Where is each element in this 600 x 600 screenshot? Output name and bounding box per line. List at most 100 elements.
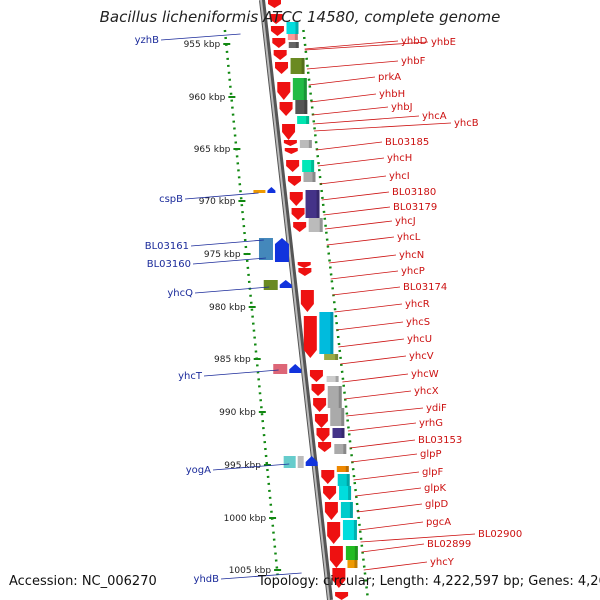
gene-block bbox=[288, 42, 299, 48]
gene-block bbox=[340, 502, 353, 518]
ruler-inner bbox=[223, 29, 279, 576]
gene-label: yhcI bbox=[389, 171, 410, 182]
label-connector bbox=[361, 543, 425, 553]
gene-block bbox=[299, 140, 312, 148]
label-connector bbox=[351, 453, 418, 463]
gene-arrow-forward bbox=[272, 38, 286, 48]
gene-label: yhcN bbox=[399, 250, 424, 261]
tick-label: 975 kbp bbox=[204, 250, 241, 260]
gene-block-shade bbox=[303, 78, 307, 100]
gene-label: yhcS bbox=[406, 317, 430, 328]
gene-block bbox=[319, 312, 334, 354]
gene-label: glpK bbox=[424, 483, 446, 494]
gene-block-shade bbox=[353, 520, 357, 540]
label-connector bbox=[190, 239, 264, 247]
label-connector bbox=[308, 76, 376, 86]
gene-label: ydiF bbox=[426, 403, 447, 414]
label-connector bbox=[313, 115, 420, 125]
label-connector bbox=[342, 373, 409, 383]
label-connector bbox=[313, 122, 452, 132]
backbone-highlight bbox=[260, 0, 330, 600]
gene-block-shade bbox=[341, 428, 345, 438]
gene-arrow-reverse bbox=[274, 238, 289, 262]
gene-arrow-forward bbox=[298, 268, 312, 276]
gene-label: yhcB bbox=[454, 118, 479, 129]
gene-block-shade bbox=[295, 42, 299, 48]
label-connector bbox=[212, 463, 290, 471]
label-connector bbox=[326, 236, 395, 246]
tick-label: 995 kbp bbox=[224, 461, 261, 471]
gene-block bbox=[305, 190, 320, 218]
label-connector bbox=[317, 157, 385, 167]
label-connector bbox=[332, 286, 401, 296]
gene-arrow-reverse bbox=[289, 364, 302, 373]
gene-label: cspB bbox=[159, 194, 183, 205]
gene-block bbox=[287, 34, 298, 40]
gene-block-shade bbox=[341, 408, 345, 426]
label-connector bbox=[363, 561, 428, 571]
label-connector bbox=[321, 191, 390, 201]
gene-block-shade bbox=[345, 466, 349, 472]
gene-arrow-forward bbox=[293, 222, 307, 232]
gene-label: BL03160 bbox=[147, 259, 191, 270]
gene-block bbox=[330, 408, 345, 426]
gene-label: BL03161 bbox=[145, 241, 189, 252]
genome-summary: Topology: circular; Length: 4,222,597 bp… bbox=[258, 574, 600, 589]
gene-arrow-forward bbox=[279, 102, 293, 116]
gene-label: prkA bbox=[378, 72, 401, 83]
label-connector bbox=[347, 422, 417, 432]
label-connector bbox=[353, 471, 420, 481]
gene-block-shade bbox=[346, 474, 350, 486]
gene-label: yhcY bbox=[430, 557, 455, 568]
label-connector bbox=[357, 503, 423, 513]
gene-arrow-forward bbox=[314, 414, 328, 428]
gene-block-shade bbox=[354, 546, 358, 560]
label-connector bbox=[359, 521, 424, 531]
gene-block-shade bbox=[338, 386, 342, 408]
label-connector bbox=[349, 439, 416, 449]
label-connector bbox=[203, 369, 279, 377]
label-connector bbox=[328, 254, 397, 264]
label-connector bbox=[220, 572, 302, 580]
label-connector bbox=[306, 60, 399, 70]
gene-arrow-forward bbox=[300, 290, 314, 312]
label-connector bbox=[334, 303, 403, 313]
gene-label: yhcA bbox=[422, 111, 447, 122]
gene-block-shade bbox=[335, 376, 339, 382]
gene-arrow-reverse bbox=[305, 456, 318, 466]
gene-arrow-forward bbox=[311, 384, 325, 396]
gene-arrow-forward bbox=[269, 14, 283, 24]
gene-block bbox=[258, 238, 273, 260]
label-connector bbox=[346, 407, 424, 417]
tick-label: 980 kbp bbox=[209, 303, 246, 313]
label-connector bbox=[192, 257, 266, 265]
label-connector bbox=[344, 390, 412, 400]
gene-arrow-forward bbox=[275, 62, 289, 74]
gene-label: yhbH bbox=[379, 89, 405, 100]
gene-label: yogA bbox=[186, 465, 211, 476]
gene-label: yhbF bbox=[401, 56, 426, 67]
gene-arrow-forward bbox=[282, 124, 296, 140]
label-connector bbox=[312, 106, 389, 116]
gene-arrow-forward bbox=[277, 82, 291, 100]
label-connector bbox=[319, 175, 387, 185]
accession-text: Accession: NC_006270 bbox=[9, 574, 157, 589]
gene-label: glpP bbox=[420, 449, 442, 460]
gene-arrow-reverse bbox=[267, 187, 276, 193]
gene-arrow-forward bbox=[270, 26, 284, 36]
gene-label: yhdB bbox=[194, 574, 220, 585]
gene-label: BL03153 bbox=[418, 435, 462, 446]
gene-label: yhbE bbox=[431, 37, 456, 48]
gene-arrow-forward bbox=[286, 160, 300, 172]
gene-label: pgcA bbox=[426, 517, 451, 528]
gene-arrow-forward bbox=[297, 262, 311, 268]
gene-arrow-forward bbox=[289, 192, 303, 206]
gene-label: yhcX bbox=[414, 386, 439, 397]
gene-block bbox=[332, 428, 345, 438]
label-connector bbox=[194, 286, 270, 294]
gene-arrow-forward bbox=[313, 398, 327, 412]
gene-arrow-forward bbox=[321, 470, 335, 484]
gene-arrow-reverse bbox=[279, 280, 292, 288]
label-connector bbox=[316, 141, 383, 151]
